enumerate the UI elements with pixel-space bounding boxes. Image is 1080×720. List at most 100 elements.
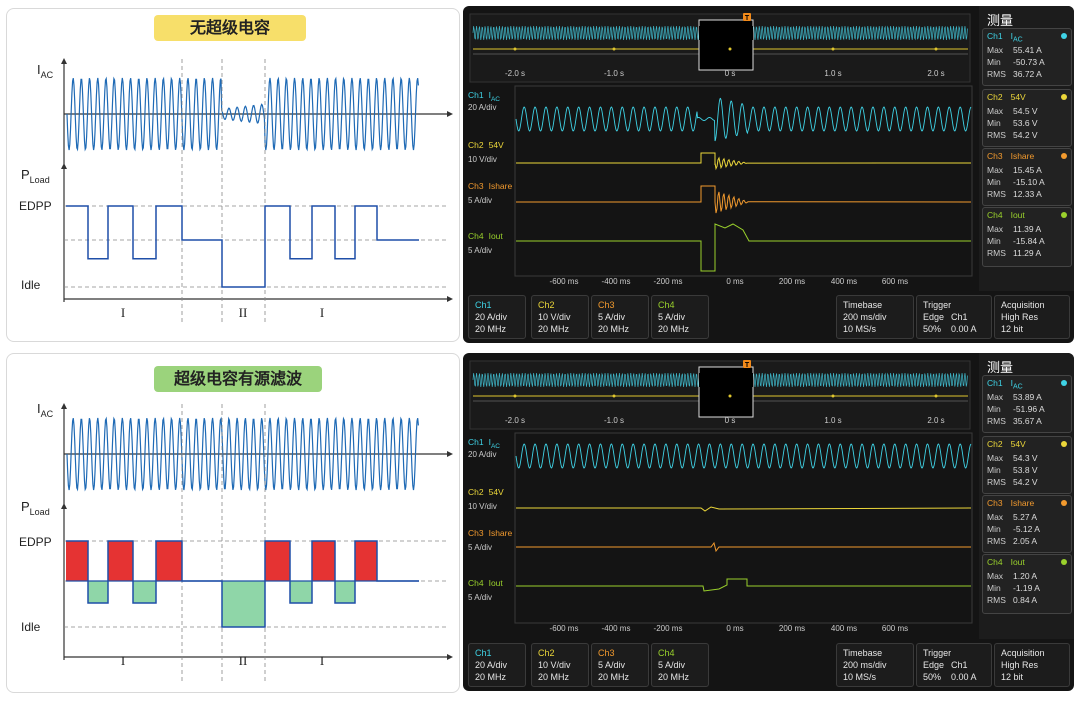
channel-scale: 5 A/div	[468, 246, 492, 255]
measurement-card-ch1[interactable]: Ch1 IAC Max 55.41 A Min -50.73 A RMS 36.72 A	[982, 28, 1072, 86]
oscilloscope-screen-no-supercap: T -2.0 s -1.0 s 0 s 1.0 s 2.0 s Ch1 IAC 20 A/div…	[463, 6, 1074, 343]
channel-scale: 10 V/div	[468, 155, 497, 164]
channel-scale: 10 V/div	[468, 502, 497, 511]
idle-label: Idle	[21, 620, 41, 634]
trigger-marker[interactable]	[743, 360, 751, 368]
channel-settings-ch4[interactable]: Ch4 5 A/div 20 MHz	[651, 643, 709, 687]
trigger-settings[interactable]: Trigger Edge Ch1 50% 0.00 A	[916, 295, 992, 339]
acquisition-settings[interactable]: Acquisition High Res 12 bit	[994, 295, 1070, 339]
channel-label-ch2: Ch2 54V	[468, 140, 504, 150]
overview-tick-label: -2.0 s	[505, 416, 525, 425]
ch4-trace	[516, 578, 971, 592]
time-tick-label: -600 ms	[550, 624, 579, 633]
trigger-marker[interactable]	[743, 13, 751, 21]
trigger-glyph: T	[745, 362, 750, 369]
time-tick-label: 200 ms	[779, 277, 805, 286]
time-tick-label: -200 ms	[654, 277, 683, 286]
ch1-trace	[515, 443, 972, 469]
power-surplus-block	[265, 541, 290, 581]
channel-settings-ch3[interactable]: Ch3 5 A/div 20 MHz	[591, 643, 649, 687]
time-tick-label: 0 ms	[726, 624, 743, 633]
phase-label: I	[320, 653, 324, 668]
edpp-label: EDPP	[19, 535, 52, 549]
channel-settings-ch2[interactable]: Ch2 10 V/div 20 MHz	[531, 295, 589, 339]
trigger-settings[interactable]: Trigger Edge Ch1 50% 0.00 A	[916, 643, 992, 687]
measurement-card-ch3[interactable]: Ch3 Ishare Max 5.27 A Min -5.12 A RMS 2.05 A	[982, 495, 1072, 553]
ch1-trace	[515, 97, 972, 142]
time-tick-label: 600 ms	[882, 277, 908, 286]
power-surplus-block	[156, 541, 182, 581]
measurement-card-ch2[interactable]: Ch2 54V Max 54.5 V Min 53.6 V RMS 54.2 V	[982, 89, 1072, 147]
i-ac-label: IAC	[37, 62, 54, 80]
panel-title: 无超级电容	[154, 15, 307, 41]
phase-label: I	[320, 305, 324, 320]
time-tick-label: 0 ms	[726, 277, 743, 286]
timebase-settings[interactable]: Timebase 200 ms/div 10 MS/s	[836, 643, 914, 687]
time-tick-label: -400 ms	[602, 277, 631, 286]
ch3-trace	[516, 185, 972, 214]
measurement-title: 测量	[987, 361, 1014, 376]
diagram-panel-supercap-filter: 超级电容有源滤波 IAC PLoad EDPP Idle I II I	[6, 353, 460, 693]
p-load-label: PLoad	[21, 499, 50, 517]
phase-label: II	[239, 305, 248, 320]
load-power-profile	[66, 205, 419, 288]
ch3-trace	[516, 541, 971, 553]
idle-label: Idle	[21, 278, 41, 292]
ac-current-waveform	[66, 416, 419, 492]
time-tick-label: -200 ms	[654, 624, 683, 633]
phase-label: I	[121, 305, 125, 320]
ch2-trace	[516, 506, 972, 512]
overview-tick-label: 0 s	[725, 416, 736, 425]
overview-tick-label: 0 s	[725, 69, 736, 78]
power-deficit-block	[88, 581, 108, 603]
channel-settings-ch1[interactable]: Ch1 20 A/div 20 MHz	[468, 295, 526, 339]
measurement-card-ch1[interactable]: Ch1 IAC Max 53.89 A Min -51.96 A RMS 35.67 A	[982, 375, 1072, 433]
overview-tick-label: 2.0 s	[927, 416, 944, 425]
power-surplus-block	[66, 541, 88, 581]
timebase-settings[interactable]: Timebase 200 ms/div 10 MS/s	[836, 295, 914, 339]
panel-title: 超级电容有源滤波	[154, 366, 323, 392]
overview-tick-label: -1.0 s	[604, 416, 624, 425]
power-surplus-block	[312, 541, 335, 581]
channel-settings-ch1[interactable]: Ch1 20 A/div 20 MHz	[468, 643, 526, 687]
overview-tick-label: 1.0 s	[824, 416, 841, 425]
i-ac-label: IAC	[37, 401, 54, 419]
overview-tick-label: 1.0 s	[824, 69, 841, 78]
time-tick-label: 600 ms	[882, 624, 908, 633]
oscilloscope-screen-supercap-filter: T -2.0 s -1.0 s 0 s 1.0 s 2.0 s Ch1 IAC 20 A/div…	[463, 353, 1074, 691]
channel-label-ch3: Ch3 Ishare	[468, 181, 512, 191]
measurement-title: 测量	[987, 14, 1014, 29]
channel-settings-ch3[interactable]: Ch3 5 A/div 20 MHz	[591, 295, 649, 339]
measurement-card-ch4[interactable]: Ch4 Iout Max 11.39 A Min -15.84 A RMS 11.29 A	[982, 207, 1072, 267]
channel-label-ch1: Ch1 IAC	[468, 90, 500, 103]
ac-current-waveform	[66, 76, 419, 152]
overview-tick-label: 2.0 s	[927, 69, 944, 78]
measurement-card-ch4[interactable]: Ch4 Iout Max 1.20 A Min -1.19 A RMS 0.84 A	[982, 554, 1072, 614]
channel-settings-ch2[interactable]: Ch2 10 V/div 20 MHz	[531, 643, 589, 687]
channel-label-ch3: Ch3 Ishare	[468, 528, 512, 538]
power-deficit-block	[290, 581, 312, 603]
load-power-profile	[66, 540, 419, 628]
channel-scale: 5 A/div	[468, 196, 492, 205]
phase-label: II	[239, 653, 248, 668]
ch4-trace	[516, 223, 971, 272]
time-tick-label: 200 ms	[779, 624, 805, 633]
time-tick-label: -400 ms	[602, 624, 631, 633]
measurement-card-ch2[interactable]: Ch2 54V Max 54.3 V Min 53.8 V RMS 54.2 V	[982, 436, 1072, 494]
p-load-label: PLoad	[21, 167, 50, 185]
acquisition-settings[interactable]: Acquisition High Res 12 bit	[994, 643, 1070, 687]
measurement-card-ch3[interactable]: Ch3 Ishare Max 15.45 A Min -15.10 A RMS 12.33 A	[982, 148, 1072, 206]
phase-label: I	[121, 653, 125, 668]
channel-scale: 20 A/div	[468, 103, 496, 112]
trigger-glyph: T	[745, 15, 750, 22]
power-surplus-block	[355, 541, 377, 581]
channel-label-ch2: Ch2 54V	[468, 487, 504, 497]
channel-settings-ch4[interactable]: Ch4 5 A/div 20 MHz	[651, 295, 709, 339]
power-deficit-block	[222, 581, 265, 627]
power-deficit-block	[335, 581, 355, 603]
diagram-panel-no-supercap: 无超级电容 IAC PLoad EDPP Idle I II I	[6, 8, 460, 342]
time-tick-label: 400 ms	[831, 624, 857, 633]
